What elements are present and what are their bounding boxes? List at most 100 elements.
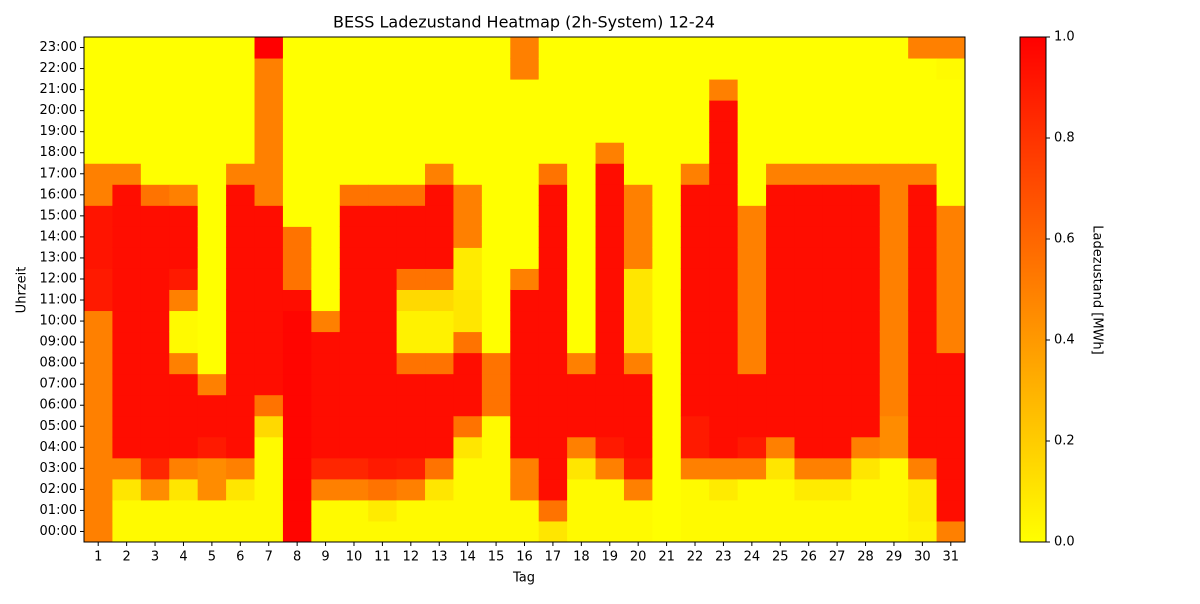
- heat-cell: [737, 457, 767, 480]
- heat-cell: [254, 415, 284, 438]
- heat-cell: [538, 457, 568, 480]
- heat-cell: [84, 205, 113, 227]
- heat-cell: [879, 100, 909, 122]
- heat-cell: [908, 436, 938, 459]
- heat-cell: [794, 268, 824, 290]
- heat-cell: [112, 478, 142, 501]
- heat-cell: [510, 247, 540, 269]
- x-tick-label: 16: [516, 550, 533, 565]
- y-tick-label: 15:00: [40, 208, 77, 223]
- heat-cell: [822, 163, 852, 185]
- y-tick-label: 14:00: [40, 229, 77, 244]
- heat-cell: [481, 79, 511, 101]
- heat-cell: [766, 205, 795, 227]
- heat-cell: [453, 79, 483, 101]
- heat-cell: [311, 205, 341, 227]
- heat-cell: [879, 184, 909, 206]
- heat-cell: [879, 163, 909, 185]
- heat-cell: [282, 352, 312, 375]
- heat-cell: [311, 310, 341, 333]
- heat-cell: [908, 310, 938, 333]
- heat-cell: [851, 457, 881, 480]
- heat-cell: [766, 436, 795, 459]
- heat-cell: [510, 79, 540, 101]
- heat-cell: [282, 310, 312, 333]
- heat-cell: [623, 436, 653, 459]
- heat-cell: [339, 352, 369, 375]
- heat-cell: [908, 205, 938, 227]
- heat-cell: [425, 289, 454, 312]
- heat-cell: [680, 79, 710, 101]
- heat-cell: [709, 310, 739, 333]
- heat-cell: [453, 352, 483, 375]
- heat-cell: [84, 352, 113, 375]
- heat-cell: [425, 79, 454, 101]
- heat-cell: [254, 457, 284, 480]
- heat-cell: [766, 37, 795, 59]
- heat-cell: [226, 58, 256, 80]
- heat-cell: [169, 100, 199, 122]
- heat-cell: [595, 247, 625, 269]
- heat-cell: [737, 226, 767, 248]
- heat-cell: [396, 184, 426, 206]
- heat-cell: [567, 58, 597, 80]
- heat-cell: [908, 499, 938, 522]
- heat-cell: [680, 163, 710, 185]
- heat-cell: [197, 37, 227, 59]
- heat-cell: [766, 352, 795, 375]
- heat-cell: [822, 100, 852, 122]
- heat-cell: [794, 205, 824, 227]
- heat-cell: [851, 247, 881, 269]
- heat-cell: [254, 478, 284, 501]
- heat-cell: [766, 289, 795, 312]
- heat-cell: [595, 436, 625, 459]
- heat-cell: [908, 100, 938, 122]
- heat-cell: [766, 79, 795, 101]
- heat-cell: [396, 58, 426, 80]
- heat-cell: [254, 100, 284, 122]
- heat-cell: [282, 394, 312, 417]
- heat-cell: [794, 478, 824, 501]
- heat-cell: [851, 142, 881, 164]
- heat-cell: [567, 520, 597, 543]
- heat-cell: [794, 352, 824, 375]
- heat-cell: [311, 331, 341, 354]
- x-tick-label: 5: [208, 550, 216, 565]
- y-tick-label: 10:00: [40, 314, 77, 329]
- heat-cell: [652, 310, 682, 333]
- x-tick-label: 17: [545, 550, 562, 565]
- heat-cell: [794, 394, 824, 417]
- heat-cell: [595, 499, 625, 522]
- heat-cell: [538, 100, 568, 122]
- heat-cell: [794, 310, 824, 333]
- heat-cell: [112, 268, 142, 290]
- heat-cell: [112, 457, 142, 480]
- x-tick-label: 15: [488, 550, 505, 565]
- colorbar-tick-label: 0.2: [1054, 434, 1075, 449]
- heat-cell: [425, 268, 454, 290]
- y-tick-label: 06:00: [40, 398, 77, 413]
- heat-cell: [84, 226, 113, 248]
- heat-cell: [851, 478, 881, 501]
- heat-cell: [226, 331, 256, 354]
- heat-cell: [851, 268, 881, 290]
- heat-cell: [226, 373, 256, 396]
- heat-cell: [311, 394, 341, 417]
- heat-cell: [396, 100, 426, 122]
- heat-cell: [425, 331, 454, 354]
- heat-cell: [737, 331, 767, 354]
- heat-cell: [567, 100, 597, 122]
- heat-cell: [339, 163, 369, 185]
- heat-cell: [112, 184, 142, 206]
- heat-cell: [737, 415, 767, 438]
- heat-cell: [908, 331, 938, 354]
- heat-cell: [766, 457, 795, 480]
- y-tick-label: 23:00: [40, 40, 77, 55]
- heat-cell: [879, 457, 909, 480]
- heat-cell: [737, 499, 767, 522]
- heat-cell: [339, 310, 369, 333]
- heat-cell: [538, 58, 568, 80]
- heat-cell: [851, 289, 881, 312]
- colorbar-tick-label: 0.4: [1054, 333, 1075, 348]
- heat-cell: [595, 415, 625, 438]
